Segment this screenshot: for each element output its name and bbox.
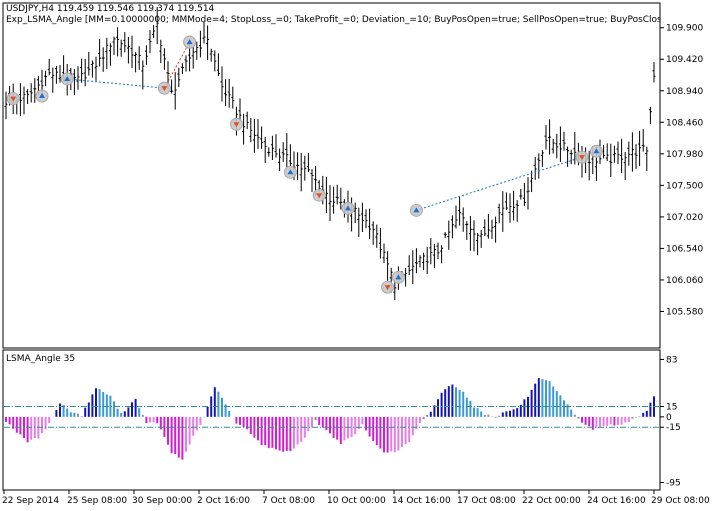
indicator-frame — [2, 349, 661, 491]
price-tick-label: 106.540 — [666, 244, 703, 254]
price-tick-label: 108.460 — [666, 118, 703, 128]
indicator-tick-label: -15 — [666, 423, 681, 433]
main-chart-frame — [2, 2, 661, 349]
symbol-header: USDJPY,H4 119.459 119.546 119.374 119.51… — [6, 4, 215, 14]
price-tick-label: 106.060 — [666, 276, 703, 286]
buy-arrow-icon — [186, 39, 193, 45]
sell-arrow-icon — [384, 285, 391, 291]
time-tick-label: 30 Sep 00:00 — [132, 496, 192, 506]
indicator-tick-label: 83 — [666, 355, 677, 365]
time-axis: 22 Sep 2014 25 Sep 08:00 30 Sep 00:00 2 Oct… — [2, 490, 710, 506]
time-tick-label: 14 Oct 16:00 — [392, 496, 451, 506]
time-tick-label: 29 Oct 08:00 — [651, 496, 710, 506]
sell-arrow-icon — [10, 96, 17, 102]
price-tick-label: 108.940 — [666, 87, 703, 97]
histogram-plot — [4, 378, 659, 460]
trade-line — [416, 156, 583, 211]
time-tick-label: 25 Sep 08:00 — [67, 496, 127, 506]
sell-arrow-icon — [579, 155, 585, 161]
indicator-tick-label: 15 — [666, 402, 677, 412]
trade-line — [67, 78, 165, 89]
trade-line — [163, 41, 191, 89]
price-tick-label: 107.980 — [666, 150, 703, 160]
sell-arrow-icon — [316, 193, 323, 199]
price-tick-label: 109.420 — [666, 55, 703, 65]
buy-arrow-icon — [413, 207, 420, 213]
time-tick-label: 2 Oct 16:00 — [197, 496, 250, 506]
indicator-label: LSMA_Angle 35 — [6, 354, 75, 364]
price-tick-label: 109.900 — [666, 24, 703, 34]
indicator-tick-label: 0 — [666, 413, 672, 423]
buy-arrow-icon — [39, 93, 45, 99]
buy-arrow-icon — [593, 148, 600, 154]
buy-arrow-icon — [345, 205, 351, 211]
candlestick-plot — [4, 6, 656, 301]
sell-arrow-icon — [161, 86, 168, 92]
time-tick-label: 22 Sep 2014 — [2, 496, 59, 506]
buy-arrow-icon — [395, 274, 402, 280]
price-tick-label: 107.020 — [666, 213, 703, 223]
time-tick-label: 17 Oct 08:00 — [457, 496, 516, 506]
time-tick-label: 22 Oct 00:00 — [522, 496, 581, 506]
buy-arrow-icon — [287, 169, 294, 175]
price-axis: 109.900 109.420 108.940 108.460 107.980 107.5… — [660, 24, 703, 317]
sell-arrow-icon — [233, 122, 240, 128]
time-tick-label: 7 Oct 08:00 — [262, 496, 315, 506]
indicator-tick-label: -95 — [666, 479, 681, 489]
indicator-axis: 83 150-15 -95 — [660, 355, 681, 489]
price-tick-label: 107.500 — [666, 181, 703, 191]
buy-arrow-icon — [64, 75, 71, 81]
time-tick-label: 10 Oct 00:00 — [327, 496, 386, 506]
expert-header: Exp_LSMA_Angle [MM=0.10000000; MMMode=4;… — [6, 15, 660, 25]
time-tick-label: 24 Oct 16:00 — [587, 496, 646, 506]
price-tick-label: 105.580 — [666, 307, 703, 317]
